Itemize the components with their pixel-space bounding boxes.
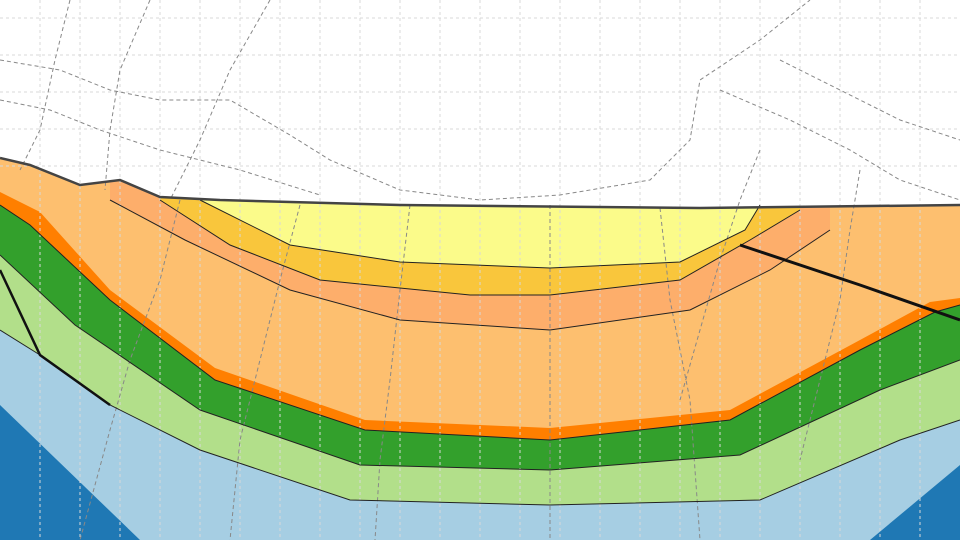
faults xyxy=(0,243,960,407)
layer-boundaries xyxy=(0,156,960,506)
